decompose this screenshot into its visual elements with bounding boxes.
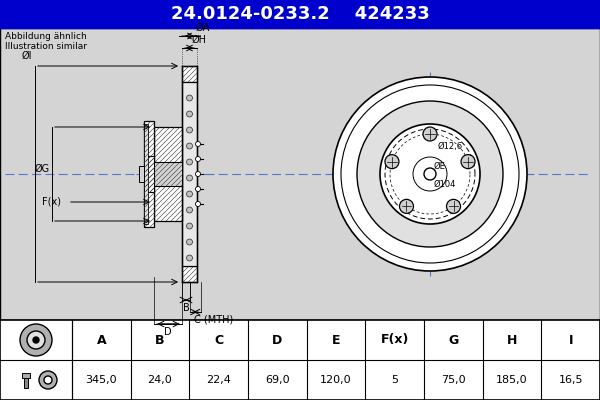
Circle shape bbox=[187, 191, 193, 197]
Text: 16,5: 16,5 bbox=[559, 375, 583, 385]
Circle shape bbox=[196, 172, 200, 176]
Circle shape bbox=[196, 156, 200, 162]
Text: I: I bbox=[568, 334, 573, 346]
Circle shape bbox=[187, 127, 193, 133]
Text: ØA: ØA bbox=[196, 23, 210, 33]
Circle shape bbox=[39, 371, 57, 389]
Text: Ø104: Ø104 bbox=[434, 180, 457, 188]
Circle shape bbox=[187, 95, 193, 101]
Circle shape bbox=[413, 157, 447, 191]
Circle shape bbox=[446, 199, 461, 213]
Text: F(x): F(x) bbox=[42, 197, 61, 207]
Text: H: H bbox=[507, 334, 517, 346]
Bar bbox=[0, 28, 600, 320]
Circle shape bbox=[400, 199, 413, 213]
Text: D: D bbox=[164, 327, 172, 337]
Bar bbox=[154, 162, 182, 186]
Circle shape bbox=[187, 255, 193, 261]
Circle shape bbox=[20, 324, 52, 356]
Bar bbox=[144, 121, 154, 227]
Text: F(x): F(x) bbox=[380, 334, 409, 346]
Circle shape bbox=[423, 127, 437, 141]
Circle shape bbox=[27, 331, 45, 349]
Text: 22,4: 22,4 bbox=[206, 375, 231, 385]
Circle shape bbox=[187, 239, 193, 245]
Circle shape bbox=[380, 124, 480, 224]
Text: 24.0124-0233.2    424233: 24.0124-0233.2 424233 bbox=[170, 5, 430, 23]
Circle shape bbox=[196, 186, 200, 192]
Bar bbox=[22, 373, 30, 378]
Circle shape bbox=[357, 101, 503, 247]
Bar bbox=[144, 124, 148, 224]
Circle shape bbox=[187, 111, 193, 117]
Text: B: B bbox=[155, 334, 165, 346]
Text: 5: 5 bbox=[391, 375, 398, 385]
Bar bbox=[146, 156, 154, 192]
Circle shape bbox=[461, 155, 475, 169]
Circle shape bbox=[196, 202, 200, 206]
Bar bbox=[139, 166, 144, 182]
Text: 24,0: 24,0 bbox=[148, 375, 172, 385]
Text: E: E bbox=[332, 334, 340, 346]
Circle shape bbox=[187, 159, 193, 165]
Text: 75,0: 75,0 bbox=[441, 375, 466, 385]
Text: C: C bbox=[214, 334, 223, 346]
Bar bbox=[182, 66, 197, 82]
Circle shape bbox=[187, 223, 193, 229]
Text: D: D bbox=[272, 334, 283, 346]
Circle shape bbox=[187, 207, 193, 213]
Bar bbox=[24, 378, 28, 388]
Text: A: A bbox=[97, 334, 106, 346]
Text: ØI: ØI bbox=[22, 51, 32, 61]
Circle shape bbox=[341, 85, 519, 263]
Text: ØH: ØH bbox=[191, 35, 206, 45]
Text: Abbildung ähnlich: Abbildung ähnlich bbox=[5, 32, 87, 41]
Text: 120,0: 120,0 bbox=[320, 375, 352, 385]
Circle shape bbox=[187, 143, 193, 149]
Text: C (MTH): C (MTH) bbox=[194, 315, 233, 325]
Text: B: B bbox=[182, 303, 190, 313]
Circle shape bbox=[33, 337, 39, 343]
Text: ØG: ØG bbox=[35, 164, 50, 174]
Circle shape bbox=[333, 77, 527, 271]
Text: G: G bbox=[448, 334, 458, 346]
Text: 69,0: 69,0 bbox=[265, 375, 290, 385]
Text: 185,0: 185,0 bbox=[496, 375, 528, 385]
Bar bbox=[0, 0, 600, 28]
Text: ØE: ØE bbox=[434, 162, 446, 170]
Bar bbox=[182, 82, 197, 266]
Text: Illustration similar: Illustration similar bbox=[5, 42, 87, 51]
Circle shape bbox=[424, 168, 436, 180]
Circle shape bbox=[385, 155, 399, 169]
Text: 345,0: 345,0 bbox=[86, 375, 117, 385]
Bar bbox=[182, 266, 197, 282]
Text: Ø12,6: Ø12,6 bbox=[438, 142, 463, 150]
Circle shape bbox=[187, 175, 193, 181]
Bar bbox=[154, 127, 182, 221]
Bar bbox=[0, 320, 600, 400]
Circle shape bbox=[44, 376, 52, 384]
Circle shape bbox=[196, 142, 200, 146]
